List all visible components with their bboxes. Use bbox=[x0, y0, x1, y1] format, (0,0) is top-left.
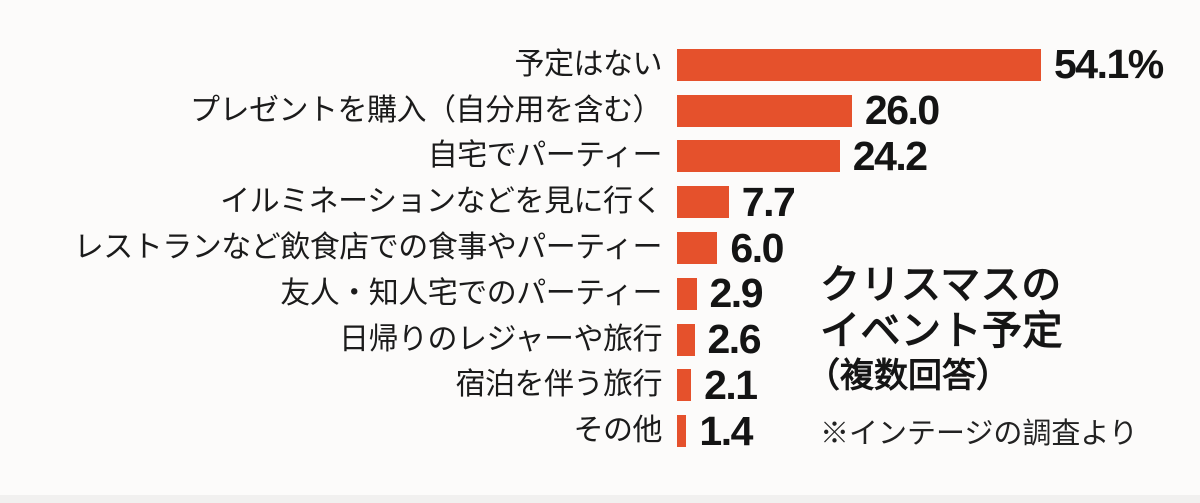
bar-track: 7.7 bbox=[677, 178, 796, 225]
value-label: 54.1% bbox=[1054, 41, 1164, 88]
value-label: 6.0 bbox=[730, 224, 784, 271]
value-label: 7.7 bbox=[741, 178, 796, 225]
bar-track: 2.1 bbox=[677, 361, 758, 408]
category-label: イルミネーションなどを見に行く bbox=[220, 185, 662, 219]
bar bbox=[677, 48, 1041, 81]
category-label: 宿泊を伴う旅行 bbox=[455, 368, 663, 402]
value-label: 26.0 bbox=[864, 87, 940, 134]
bar-track: 6.0 bbox=[677, 224, 784, 271]
bar-row: 予定はない 54.1% bbox=[0, 42, 1200, 88]
category-label: 友人・知人宅でのパーティー bbox=[280, 276, 662, 310]
bar bbox=[677, 323, 695, 356]
chart-title-block: クリスマスの イベント予定 （複数回答） ※インテージの調査より bbox=[806, 262, 1138, 452]
bar bbox=[677, 186, 729, 219]
bar bbox=[677, 415, 687, 448]
bar bbox=[677, 369, 692, 402]
bar-track: 2.9 bbox=[677, 270, 764, 317]
value-label: 24.2 bbox=[852, 132, 928, 179]
category-label: レストランなど飲食店での食事やパーティー bbox=[73, 231, 663, 265]
bottom-edge-strip bbox=[0, 495, 1200, 503]
value-label: 1.4 bbox=[699, 407, 753, 454]
source-note: ※インテージの調査より bbox=[820, 418, 1138, 450]
bar-row: 自宅でパーティー 24.2 bbox=[0, 134, 1200, 180]
bar-row: 宿泊を伴う旅行 2.1 bbox=[0, 363, 1200, 409]
bar bbox=[677, 232, 718, 265]
category-label: 日帰りのレジャーや旅行 bbox=[339, 322, 663, 356]
chart-title-line1: クリスマスの bbox=[820, 263, 1062, 307]
bar-track: 1.4 bbox=[677, 407, 753, 454]
bar-row: イルミネーションなどを見に行く 7.7 bbox=[0, 179, 1200, 225]
bar bbox=[677, 140, 840, 173]
bar-row: レストランなど飲食店での食事やパーティー 6.0 bbox=[0, 225, 1200, 271]
bar-rows: 予定はない 54.1% プレゼントを購入（自分用を含む） 26.0 自宅でパーテ… bbox=[0, 42, 1200, 454]
bar-row: 友人・知人宅でのパーティー 2.9 bbox=[0, 271, 1200, 317]
bar-track: 24.2 bbox=[677, 132, 928, 179]
value-label: 2.9 bbox=[709, 270, 764, 317]
value-label: 2.6 bbox=[707, 316, 762, 363]
chart-subtitle: （複数回答） bbox=[806, 357, 1010, 395]
bar-row: プレゼントを購入（自分用を含む） 26.0 bbox=[0, 88, 1200, 134]
category-label: 予定はない bbox=[514, 47, 663, 81]
bar-track: 26.0 bbox=[677, 87, 940, 134]
value-label: 2.1 bbox=[704, 361, 758, 408]
category-label: プレゼントを購入（自分用を含む） bbox=[190, 93, 663, 127]
chart-title-line2: イベント予定 bbox=[820, 309, 1063, 353]
bar-row: その他 1.4 bbox=[0, 408, 1200, 454]
bar-track: 54.1% bbox=[677, 41, 1164, 88]
bar bbox=[677, 94, 852, 127]
bar-row: 日帰りのレジャーや旅行 2.6 bbox=[0, 317, 1200, 363]
category-label: その他 bbox=[573, 414, 663, 448]
bar-track: 2.6 bbox=[677, 316, 762, 363]
bar bbox=[677, 277, 697, 310]
category-label: 自宅でパーティー bbox=[427, 139, 663, 173]
